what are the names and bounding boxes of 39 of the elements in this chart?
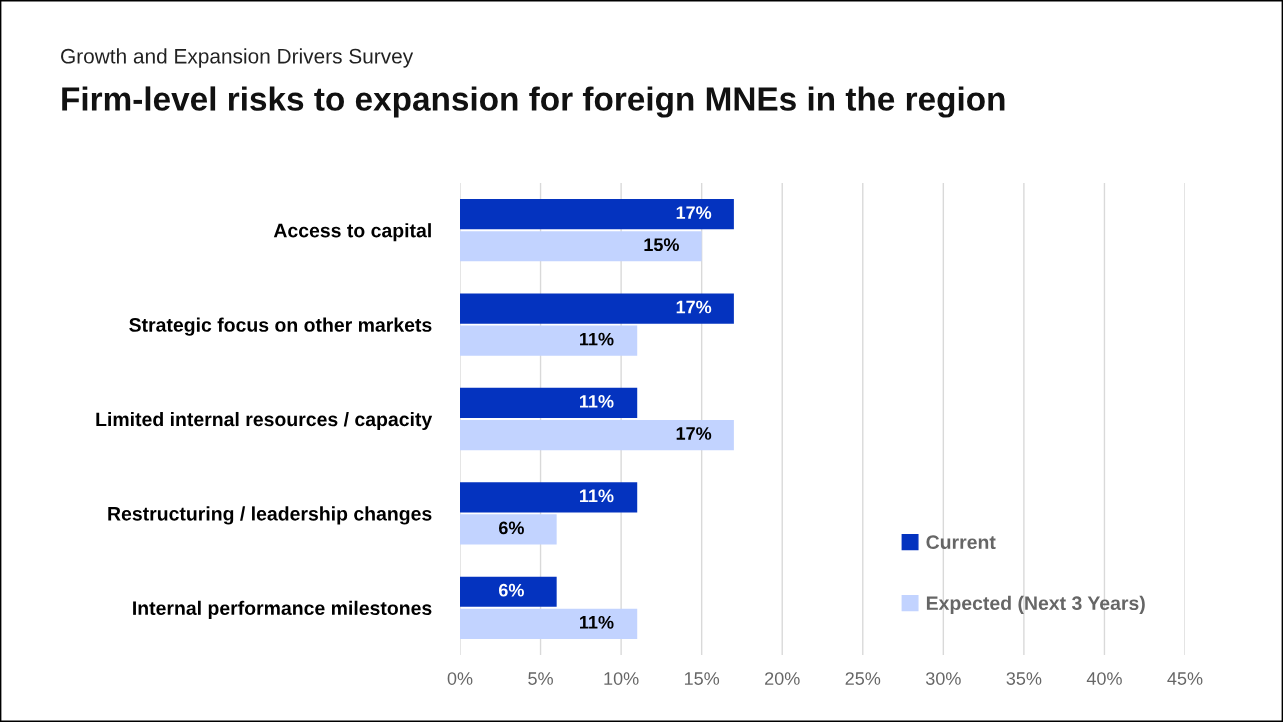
data-label: 11% xyxy=(580,395,614,408)
bar xyxy=(460,325,638,356)
data-label: 11% xyxy=(580,615,614,629)
data-label: 6% xyxy=(498,521,524,535)
data-label: 17% xyxy=(676,427,712,440)
legend-label: Expected (Next 3 Years) xyxy=(926,595,1145,614)
data-label: 15% xyxy=(644,238,679,252)
x-tick-label: 10% xyxy=(604,672,639,685)
bar xyxy=(460,293,734,324)
x-tick-label: 0% xyxy=(447,672,473,685)
x-tick-label: 25% xyxy=(845,672,881,685)
y-tick-label: Access to capital xyxy=(273,223,431,242)
x-tick-label: 15% xyxy=(684,672,720,685)
x-tick-label: 5% xyxy=(528,672,553,685)
bar xyxy=(460,482,638,513)
bar xyxy=(460,387,638,419)
x-tick-label: 45% xyxy=(1167,672,1203,685)
data-label: 11% xyxy=(580,489,614,503)
chart-title: Firm-level risks to expansion for foreign MNEs in the region xyxy=(62,86,1005,118)
x-tick-label: 40% xyxy=(1086,672,1122,685)
data-label: 17% xyxy=(676,206,712,219)
x-tick-label: 35% xyxy=(1006,672,1042,685)
data-label: 17% xyxy=(676,300,712,314)
bar xyxy=(460,199,734,230)
bar xyxy=(460,419,734,451)
bar xyxy=(460,514,557,545)
x-tick-label: 30% xyxy=(925,672,961,685)
x-tick-label: 20% xyxy=(765,672,800,685)
bar xyxy=(460,608,638,639)
bar xyxy=(460,576,557,607)
text: Growth and Expansion Drivers Survey xyxy=(61,48,414,68)
legend-label: Current xyxy=(926,535,996,550)
bar xyxy=(460,231,702,262)
y-tick-label: Limited internal resources / capacity xyxy=(96,411,433,431)
y-tick-label: Internal performance milestones xyxy=(133,600,432,619)
y-tick-label: Strategic focus on other markets xyxy=(129,317,432,336)
data-label: 11% xyxy=(580,332,614,346)
y-tick-label: Restructuring / leadership changes xyxy=(108,506,432,525)
data-label: 6% xyxy=(498,583,524,597)
